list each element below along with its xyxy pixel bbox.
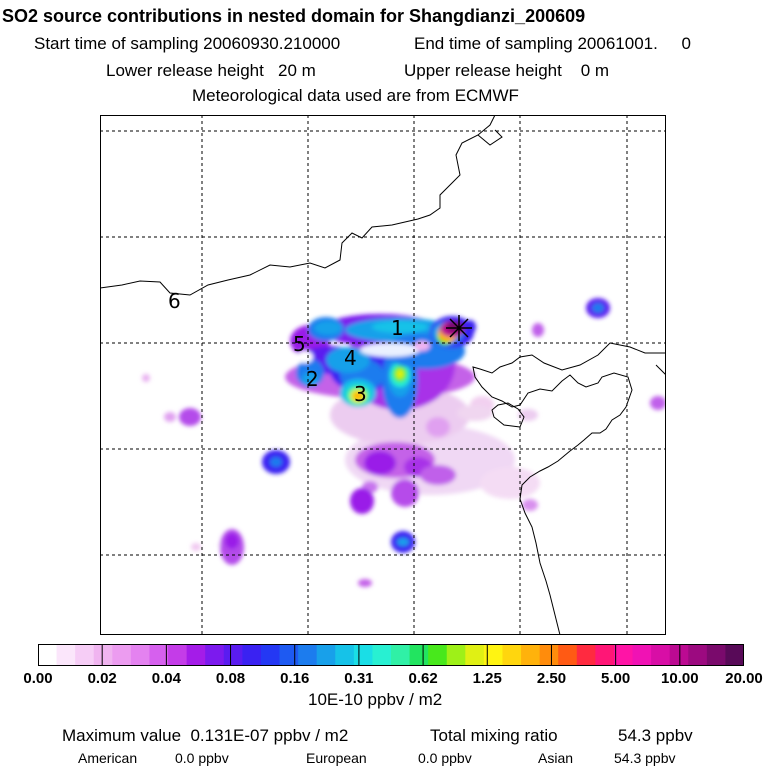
colorbar-tick-label: 5.00 (601, 670, 631, 687)
map-frame (100, 115, 666, 635)
colorbar-cell (130, 644, 150, 666)
colorbar-cell (372, 644, 392, 666)
colorbar-tick-label: 0.02 (87, 670, 117, 687)
colorbar-tick-label: 20.00 (725, 670, 763, 687)
colorbar-unit-label: 10E-10 ppbv / m2 (308, 690, 443, 709)
meteorological-data-label: Meteorological data used are from ECMWF (192, 86, 519, 105)
colorbar-cell (576, 644, 596, 666)
colorbar-cell (353, 644, 373, 666)
asian-label: Asian (538, 750, 574, 766)
asian-value: 54.3 ppbv (614, 750, 676, 766)
colorbar-cell (38, 644, 58, 666)
colorbar-cell (112, 644, 132, 666)
colorbar-cell (539, 644, 559, 666)
colorbar-cell (56, 644, 76, 666)
colorbar-cell (75, 644, 95, 666)
colorbar-cell (149, 644, 169, 666)
plot-title: SO2 source contributions in nested domai… (2, 6, 586, 26)
region-label-3: 3 (354, 382, 367, 406)
colorbar-tick-label: 0.08 (215, 670, 246, 687)
colorbar-cell (502, 644, 522, 666)
start-time-label: Start time of sampling 20060930.210000 (34, 34, 341, 53)
colorbar-cell (521, 644, 541, 666)
colorbar-tick-label: 2.50 (536, 670, 567, 687)
receptor-marker-icon (446, 315, 472, 341)
colorbar-cell (260, 644, 281, 666)
colorbar-cell (335, 644, 355, 666)
european-label: European (306, 750, 367, 766)
colorbar-cell (669, 644, 689, 666)
colorbar-cell (93, 644, 113, 666)
lower-release-height-label: Lower release height 20 m (106, 61, 316, 80)
colorbar (38, 644, 745, 666)
colorbar-cell (168, 644, 188, 666)
region-label-5: 5 (293, 332, 306, 356)
colorbar-tick-label: 0.31 (344, 670, 374, 687)
colorbar-tick-label: 1.25 (472, 670, 502, 687)
colorbar-cell (409, 644, 429, 666)
colorbar-tick-label: 0.00 (23, 670, 53, 687)
region-label-2: 2 (306, 367, 319, 391)
colorbar-cell (186, 644, 206, 666)
colorbar-frame (38, 644, 744, 666)
colorbar-cell (725, 644, 745, 666)
colorbar-cell (205, 644, 225, 666)
colorbar-cell (595, 644, 615, 666)
colorbar-cell (558, 644, 578, 666)
total-mixing-ratio-label: Total mixing ratio (430, 726, 558, 745)
colorbar-cell (223, 644, 243, 666)
colorbar-cell (613, 644, 634, 666)
colorbar-tick-label: 0.04 (151, 670, 181, 687)
colorbar-tick-label: 0.62 (408, 670, 438, 687)
coastlines (100, 115, 666, 635)
colorbar-cell (242, 644, 262, 666)
total-mixing-ratio-value: 54.3 ppbv (618, 726, 693, 745)
lat-lon-grid (100, 115, 666, 635)
region-label-4: 4 (344, 346, 357, 370)
colorbar-cell (391, 644, 411, 666)
region-label-1: 1 (391, 316, 404, 340)
map-panel: 1 2 3 4 5 6 (100, 115, 666, 635)
colorbar-cell (706, 644, 726, 666)
colorbar-cell (279, 644, 299, 666)
colorbar-cell (446, 644, 466, 666)
colorbar-cell (465, 644, 485, 666)
upper-release-height-label: Upper release height 0 m (404, 61, 610, 80)
end-time-label: End time of sampling 20061001. 0 (414, 34, 691, 53)
colorbar-tick-label: 0.16 (280, 670, 310, 687)
colorbar-cell (428, 644, 448, 666)
colorbar-cell (298, 644, 318, 666)
region-label-6: 6 (168, 289, 181, 313)
american-label: American (78, 750, 138, 766)
colorbar-tick-label: 10.00 (661, 670, 699, 687)
max-value-label: Maximum value 0.131E-07 ppbv / m2 (62, 726, 349, 745)
colorbar-cell (632, 644, 652, 666)
colorbar-cell (483, 644, 503, 666)
colorbar-cell (688, 644, 708, 666)
american-value: 0.0 ppbv (175, 750, 229, 766)
concentration-field (142, 298, 666, 587)
european-value: 0.0 ppbv (418, 750, 472, 766)
colorbar-cell (316, 644, 336, 666)
colorbar-cell (651, 644, 671, 666)
